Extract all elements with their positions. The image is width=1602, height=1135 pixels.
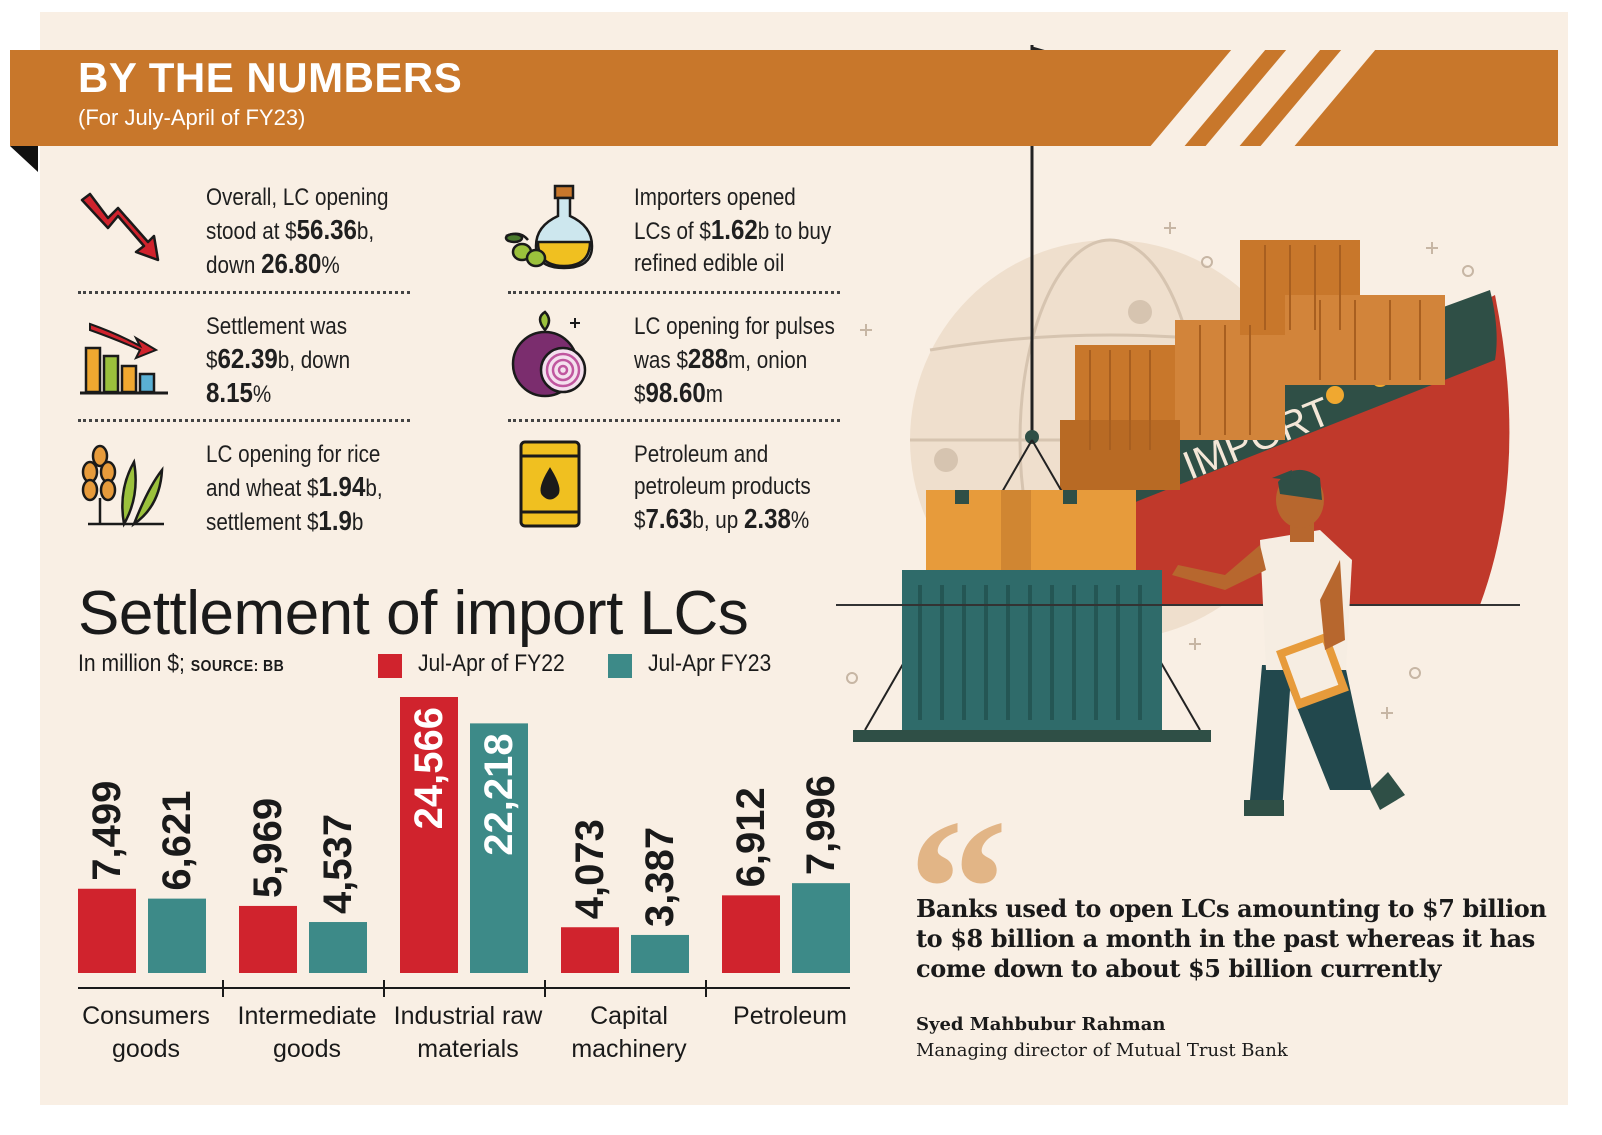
category-label: goods	[273, 1035, 341, 1063]
category-label: Intermediate	[238, 1002, 377, 1030]
oil-bottle-olives-icon	[504, 184, 594, 270]
stat-pulses-onion: LC opening for pulses was $288m, onion $…	[634, 311, 835, 411]
stat-line: Importers opened	[634, 184, 796, 211]
wheat-rice-icon	[81, 444, 164, 528]
bar-value-label: 6,912	[729, 787, 773, 887]
trend-down-arrow-icon	[80, 192, 160, 262]
stat-line: was $288m, onion	[634, 343, 808, 374]
stat-petroleum: Petroleum and petroleum products $7.63b,…	[634, 439, 811, 537]
worker-figure	[1172, 469, 1405, 816]
bar-fy23	[148, 898, 206, 973]
bar-value-label: 7,499	[85, 781, 129, 881]
bar-value-label: 3,387	[638, 827, 682, 927]
cargo-boxes	[926, 490, 1136, 570]
category-label: Capital	[590, 1002, 668, 1030]
divider	[508, 291, 840, 294]
legend-label-fy22: Jul-Apr of FY22	[418, 650, 565, 677]
lifted-container	[853, 570, 1211, 742]
quote-author-role: Managing director of Mutual Trust Bank	[916, 1040, 1288, 1061]
chart-unit: In million $;	[78, 650, 185, 677]
bar-value-label: 4,073	[568, 819, 612, 919]
chart-unit-source: In million $; SOURCE: BB	[78, 650, 284, 678]
quote-author-name: Syed Mahbubur Rahman	[916, 1014, 1166, 1035]
decor-sparkles	[846, 222, 1474, 719]
category-label: Petroleum	[733, 1002, 847, 1030]
bar-value-label: 4,537	[316, 814, 360, 914]
bar-fy22	[561, 927, 619, 973]
ship-containers	[1060, 240, 1445, 490]
stat-edible-oil: Importers opened LCs of $1.62b to buy re…	[634, 182, 831, 280]
category-label: Consumers	[82, 1002, 210, 1030]
divider	[78, 291, 410, 294]
stat-line: LCs of $1.62b to buy	[634, 214, 832, 245]
stat-line: stood at $56.36b,	[206, 214, 375, 245]
banner-fold	[10, 146, 38, 172]
stat-line: settlement $1.9b	[206, 505, 364, 536]
stat-overall-lc: Overall, LC opening stood at $56.36b, do…	[206, 182, 388, 282]
stat-line: petroleum products	[634, 473, 811, 500]
oil-barrel-icon	[519, 440, 581, 528]
legend-swatch-fy22	[378, 654, 402, 678]
divider	[78, 419, 410, 422]
stat-line: Overall, LC opening	[206, 184, 389, 211]
bar-value-label: 5,969	[246, 798, 290, 898]
bar-value-label: 22,218	[477, 733, 521, 855]
stat-line: $98.60m	[634, 377, 723, 408]
stat-line: 8.15%	[206, 377, 272, 408]
stat-line: and wheat $1.94b,	[206, 471, 383, 502]
bar-fy22	[722, 895, 780, 973]
header-banner: BY THE NUMBERS (For July-April of FY23)	[10, 50, 1558, 146]
legend-label-fy23: Jul-Apr FY23	[648, 650, 772, 677]
category-label: Industrial raw	[394, 1002, 544, 1030]
quote-text: Banks used to open LCs amounting to $7 b…	[916, 894, 1547, 983]
bar-fy23	[470, 723, 528, 973]
category-label: materials	[417, 1035, 518, 1063]
quote-mark-icon: “	[908, 779, 1008, 1000]
bar-value-label: 6,621	[155, 791, 199, 891]
onion-icon	[511, 310, 587, 398]
bar-fy23	[792, 883, 850, 973]
chart-title: Settlement of import LCs	[78, 579, 749, 648]
banner-subtitle: (For July-April of FY23)	[78, 105, 306, 130]
stat-line: Settlement was	[206, 313, 348, 340]
stat-line: Petroleum and	[634, 441, 769, 468]
bar-fy23	[309, 922, 367, 973]
bar-fy22	[400, 697, 458, 973]
stat-settlement: Settlement was $62.39b, down 8.15%	[206, 311, 350, 411]
declining-bar-chart-icon	[80, 322, 168, 395]
stat-line: down 26.80%	[206, 248, 340, 279]
category-label: machinery	[571, 1035, 687, 1063]
chart-source: SOURCE: BB	[190, 658, 285, 675]
stat-line: LC opening for rice	[206, 441, 381, 468]
bar-fy22	[239, 905, 297, 973]
stat-rice-wheat: LC opening for rice and wheat $1.94b, se…	[206, 439, 383, 539]
bar-value-label: 24,566	[407, 707, 451, 829]
divider	[508, 419, 840, 422]
bar-value-label: 7,996	[799, 775, 843, 875]
legend-swatch-fy23	[608, 654, 632, 678]
stat-line: $7.63b, up 2.38%	[634, 503, 810, 534]
bar-fy22	[78, 888, 136, 973]
stat-line: $62.39b, down	[206, 343, 351, 374]
bar-fy23	[631, 934, 689, 973]
banner-title: BY THE NUMBERS	[78, 54, 463, 101]
stat-line: refined edible oil	[634, 250, 785, 277]
category-label: goods	[112, 1035, 180, 1063]
stat-line: LC opening for pulses	[634, 313, 835, 340]
